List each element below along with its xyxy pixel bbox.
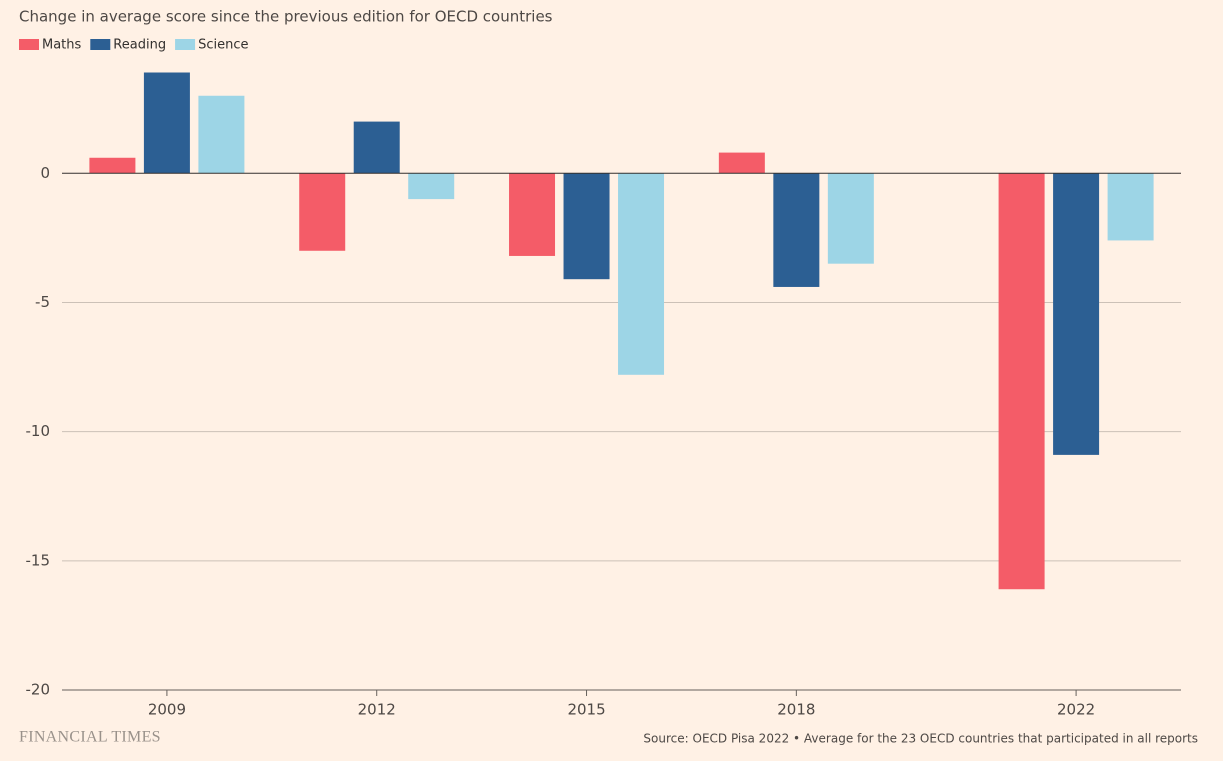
chart-title: Change in average score since the previo… [19, 8, 553, 26]
bar [1053, 173, 1100, 455]
brand: FINANCIAL TIMES [19, 729, 161, 746]
bar [299, 173, 346, 251]
x-tick-label: 2015 [567, 701, 605, 719]
bar [353, 121, 400, 174]
x-tick-label: 2009 [148, 701, 186, 719]
y-tick-label: -5 [35, 293, 50, 311]
legend-swatch [19, 39, 39, 50]
legend-swatch [175, 39, 196, 50]
bar [827, 173, 874, 264]
bar [563, 173, 610, 280]
legend-swatch [90, 39, 111, 50]
bar [89, 157, 136, 174]
x-tick-label: 2012 [358, 701, 396, 719]
bar [1107, 173, 1154, 241]
bar [509, 173, 556, 256]
x-tick-label: 2018 [777, 701, 815, 719]
legend-label: Science [198, 38, 248, 53]
bar [143, 72, 190, 174]
bar [773, 173, 820, 287]
y-tick-label: -20 [26, 681, 51, 699]
y-tick-label: -10 [26, 422, 51, 440]
bar [618, 173, 665, 375]
source: Source: OECD Pisa 2022 • Average for the… [643, 732, 1198, 746]
y-tick-label: 0 [40, 164, 50, 182]
bar [198, 95, 245, 174]
legend-label: Maths [42, 38, 82, 53]
bar [998, 173, 1045, 590]
x-tick-label: 2022 [1057, 701, 1095, 719]
legend-label: Reading [113, 38, 166, 53]
bar [408, 173, 455, 200]
y-tick-label: -15 [26, 551, 51, 569]
bar [718, 152, 765, 174]
